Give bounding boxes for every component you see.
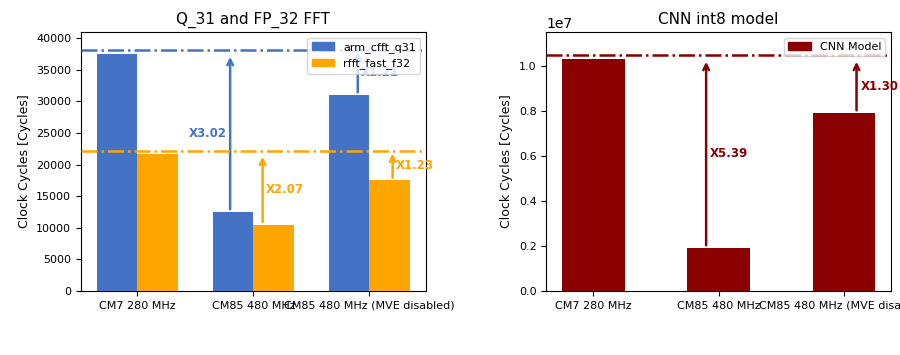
- Bar: [562, 59, 625, 291]
- Text: X1.30: X1.30: [860, 80, 898, 93]
- Bar: [328, 95, 369, 291]
- Bar: [813, 113, 876, 291]
- Title: Q_31 and FP_32 FFT: Q_31 and FP_32 FFT: [176, 12, 330, 28]
- Title: CNN int8 model: CNN int8 model: [659, 12, 778, 27]
- Text: X1.21: X1.21: [361, 66, 400, 79]
- Text: X5.39: X5.39: [710, 147, 748, 160]
- Legend: CNN Model: CNN Model: [784, 38, 886, 56]
- Bar: [138, 154, 178, 291]
- Bar: [369, 180, 410, 291]
- Text: X1.23: X1.23: [396, 159, 434, 172]
- Legend: arm_cfft_q31, rfft_fast_f32: arm_cfft_q31, rfft_fast_f32: [308, 38, 420, 74]
- Y-axis label: Clock Cycles [Cycles]: Clock Cycles [Cycles]: [18, 95, 31, 228]
- Bar: [212, 212, 253, 291]
- Text: X2.07: X2.07: [266, 183, 304, 196]
- Bar: [96, 54, 138, 291]
- Y-axis label: Clock Cycles [Cycles]: Clock Cycles [Cycles]: [500, 95, 513, 228]
- Text: X3.02: X3.02: [189, 127, 227, 140]
- Bar: [688, 248, 750, 291]
- Bar: [253, 225, 294, 291]
